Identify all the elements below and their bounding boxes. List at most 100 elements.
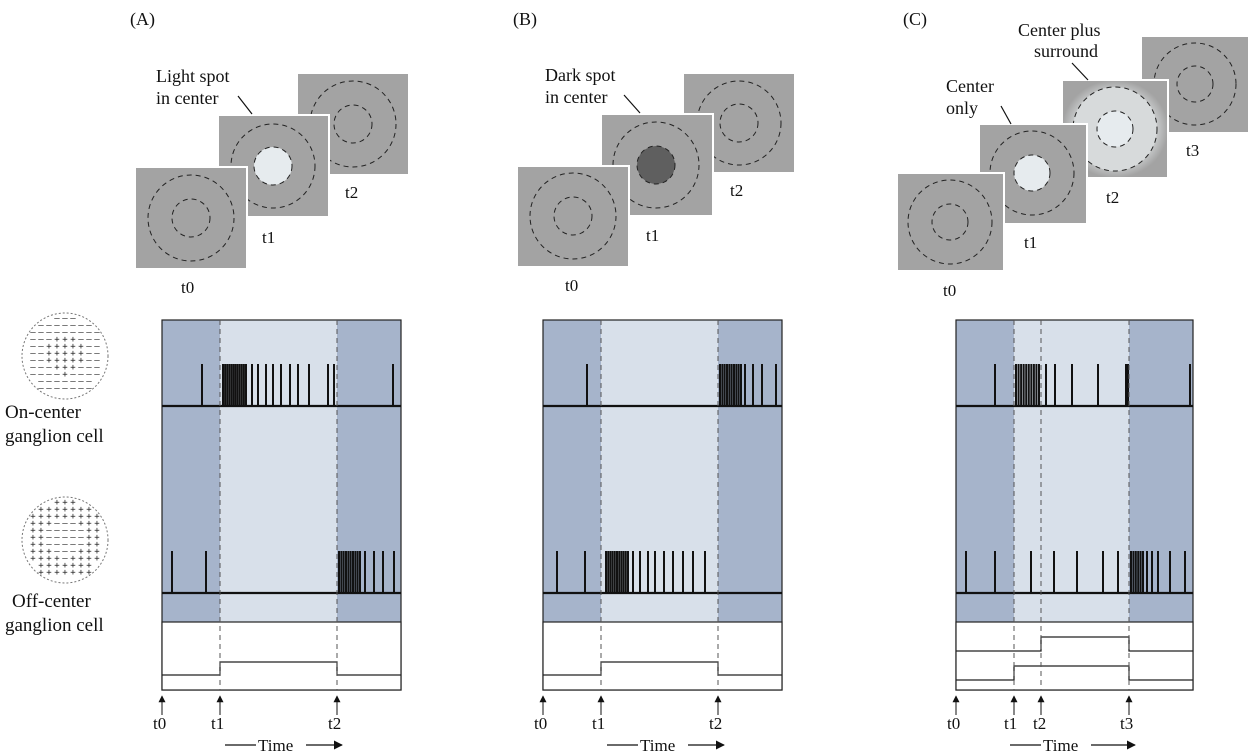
on-icon-mark: – xyxy=(54,328,60,338)
off-icon-mark: + xyxy=(86,547,92,557)
panel-c-letter: (C) xyxy=(903,9,927,30)
on-icon-mark: – xyxy=(38,356,44,366)
panel-a-time-markers: t0 t1 t2 Time xyxy=(153,695,343,755)
off-center-receptive-field-icon: + + ++ + + + + + ++ + + + + + + + ++ + + – – – + + ++ + – – – – – + ++ + –… xyxy=(21,496,109,584)
panel-c-center-stimulus-trace xyxy=(956,665,1193,681)
panel-c-frame-label-t3: t3 xyxy=(1186,141,1199,160)
panel-a-marker-t0: t0 xyxy=(153,714,166,733)
panel-b-frame-label-t1: t1 xyxy=(646,226,659,245)
panel-c-caption1-line2: only xyxy=(946,98,978,118)
on-icon-mark: + xyxy=(62,349,68,359)
on-icon-mark: – xyxy=(30,370,36,380)
panel-a-frame-label-t1: t1 xyxy=(262,228,275,247)
off-icon-mark: + xyxy=(46,568,52,578)
panel-b-stimulus-trace xyxy=(543,661,782,676)
off-icon-mark: + xyxy=(70,505,76,515)
panel-b-recording xyxy=(542,319,783,691)
on-icon-mark: – xyxy=(54,370,60,380)
off-icon-mark: – xyxy=(54,533,60,543)
on-icon-mark: – xyxy=(38,335,44,345)
off-icon-mark: + xyxy=(38,547,44,557)
off-icon-mark: + xyxy=(38,540,44,550)
on-icon-mark: – xyxy=(30,363,36,373)
on-icon-mark: – xyxy=(70,384,76,394)
off-icon-mark: + xyxy=(38,533,44,543)
panel-c: (C) t0 t1 t2 t3 Center only Center plus xyxy=(896,9,1250,755)
panel-b-on-center-spikes xyxy=(586,364,777,406)
panel-a-caption-line1: Light spot xyxy=(156,66,230,86)
on-icon-mark: – xyxy=(38,321,44,331)
on-icon-mark: – xyxy=(30,335,36,345)
panel-b-letter: (B) xyxy=(513,9,537,30)
panel-a-recording xyxy=(161,319,402,691)
panel-a-off-center-spikes xyxy=(171,551,395,593)
panel-b-frame-label-t0: t0 xyxy=(565,276,578,295)
on-icon-mark: – xyxy=(38,349,44,359)
panel-a-marker-t1: t1 xyxy=(211,714,224,733)
on-icon-mark: – xyxy=(94,328,100,338)
off-icon-mark: + xyxy=(62,568,68,578)
on-icon-mark: – xyxy=(62,377,68,387)
on-icon-mark: – xyxy=(78,321,84,331)
off-icon-mark: + xyxy=(62,505,68,515)
off-icon-mark: – xyxy=(62,547,68,557)
panel-c-time-label: Time xyxy=(1043,736,1078,755)
on-icon-mark: + xyxy=(70,342,76,352)
off-center-label-line1: Off-center xyxy=(12,591,91,612)
on-center-label-line1: On-center xyxy=(5,402,82,423)
off-icon-mark: + xyxy=(94,533,100,543)
on-icon-mark: – xyxy=(38,377,44,387)
off-icon-mark: + xyxy=(86,561,92,571)
off-icon-mark: + xyxy=(70,554,76,564)
off-icon-mark: + xyxy=(38,554,44,564)
panel-a-frame-t0 xyxy=(134,166,248,270)
off-icon-mark: + xyxy=(86,526,92,536)
off-icon-mark: – xyxy=(54,547,60,557)
off-icon-mark: + xyxy=(86,519,92,529)
panel-c-caption1-line1: Center xyxy=(946,76,994,96)
off-icon-mark: + xyxy=(94,526,100,536)
panel-c-frame-t2 xyxy=(1061,79,1169,179)
off-icon-mark: + xyxy=(78,568,84,578)
off-icon-mark: – xyxy=(46,526,52,536)
off-icon-mark: + xyxy=(94,554,100,564)
off-center-label-line2: ganglion cell xyxy=(5,615,104,636)
on-icon-mark: – xyxy=(38,384,44,394)
panel-c-recording xyxy=(955,319,1194,691)
off-icon-mark: + xyxy=(46,512,52,522)
off-icon-mark: – xyxy=(62,533,68,543)
panel-b: (B) t0 t1 t2 Dark spot in center xyxy=(513,9,796,755)
off-icon-mark: + xyxy=(30,533,36,543)
off-icon-mark: + xyxy=(38,505,44,515)
off-center-label-group: + + ++ + + + + + ++ + + + + + + + ++ + + – – – + + ++ + – – – – – + ++ + –… xyxy=(5,496,109,636)
panel-b-frame-t0 xyxy=(516,165,630,268)
on-icon-mark: – xyxy=(30,349,36,359)
off-icon-mark: – xyxy=(62,540,68,550)
on-icon-mark: – xyxy=(94,370,100,380)
panel-b-dark-spot xyxy=(636,145,676,185)
on-icon-mark: – xyxy=(86,377,92,387)
panel-a-time-label: Time xyxy=(258,736,293,755)
off-icon-mark: – xyxy=(70,519,76,529)
panel-c-frame-label-t0: t0 xyxy=(943,281,956,300)
panel-c-caption2-line1: Center plus xyxy=(1018,20,1101,40)
off-icon-mark: + xyxy=(38,568,44,578)
panel-b-caption-line1: Dark spot xyxy=(545,65,616,85)
off-icon-mark: – xyxy=(46,533,52,543)
on-icon-mark: – xyxy=(86,321,92,331)
on-icon-mark: – xyxy=(78,328,84,338)
on-icon-mark: – xyxy=(78,370,84,380)
off-icon-mark: + xyxy=(62,512,68,522)
on-icon-mark: – xyxy=(86,335,92,345)
on-icon-mark: – xyxy=(38,342,44,352)
on-icon-mark: – xyxy=(54,321,60,331)
on-icon-mark: + xyxy=(78,342,84,352)
panel-a-stimulus-trace xyxy=(162,661,401,676)
off-icon-mark: + xyxy=(78,505,84,515)
off-icon-mark: + xyxy=(62,498,68,508)
off-icon-mark: + xyxy=(46,554,52,564)
off-icon-mark: + xyxy=(38,561,44,571)
on-icon-mark: + xyxy=(54,363,60,373)
off-icon-mark: + xyxy=(78,554,84,564)
off-icon-mark: – xyxy=(46,540,52,550)
